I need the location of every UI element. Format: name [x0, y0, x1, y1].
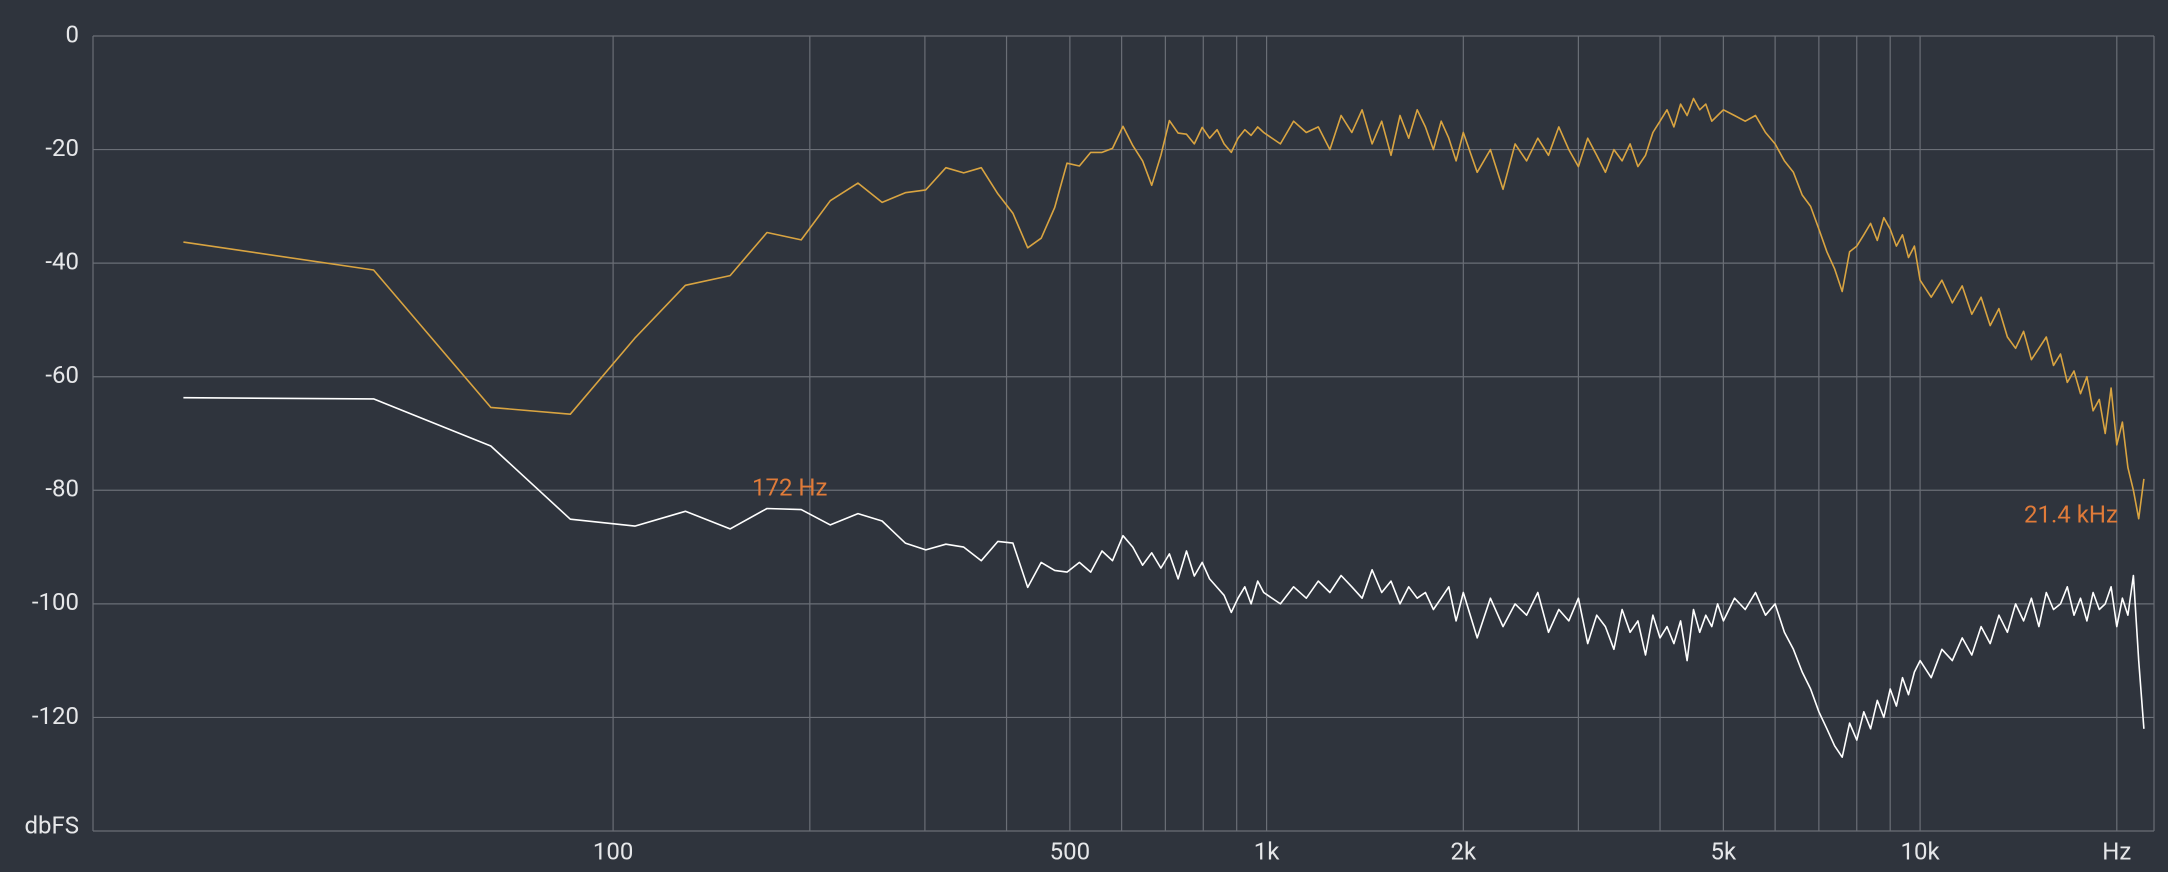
y-tick-label: -80 — [45, 475, 79, 503]
x-tick-label: 10k — [1901, 837, 1941, 865]
y-tick-label: -20 — [45, 134, 79, 162]
y-tick-label: -60 — [45, 361, 79, 389]
x-tick-label: 1k — [1254, 837, 1280, 865]
y-tick-label: 0 — [66, 20, 80, 48]
y-tick-label: -100 — [32, 588, 79, 616]
spectrum-line — [183, 97, 2145, 520]
x-tick-label: Hz — [2102, 837, 2131, 865]
x-tick-label: 5k — [1711, 837, 1737, 865]
annotation: 172 Hz — [752, 473, 828, 501]
x-tick-label: 100 — [593, 837, 633, 865]
y-tick-label: -120 — [32, 702, 79, 730]
y-tick-label: dbFS — [24, 811, 79, 839]
x-tick-label: 500 — [1050, 837, 1090, 865]
spectrum-line — [183, 396, 2145, 758]
y-tick-label: -40 — [45, 247, 79, 275]
x-tick-label: 2k — [1450, 837, 1476, 865]
annotation: 21.4 kHz — [2024, 500, 2118, 528]
